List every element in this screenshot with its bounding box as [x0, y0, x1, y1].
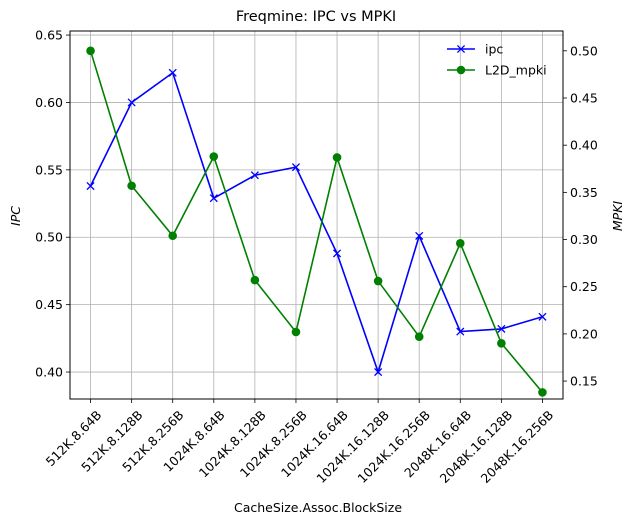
y-axis-title-right: MPKI: [610, 201, 625, 232]
y-right-tick-label: 0.20: [570, 326, 598, 341]
chart-title: Freqmine: IPC vs MPKI: [236, 9, 396, 25]
legend-marker-ipc: [456, 44, 466, 54]
grid: [70, 31, 563, 399]
legend: ipc L2D_mpki: [447, 42, 547, 78]
data-point-L2D_mpki: [373, 276, 383, 286]
y-left-tick-label: 0.60: [35, 95, 63, 110]
data-point-ipc: [291, 163, 301, 172]
legend-marker-L2D_mpki: [456, 65, 466, 75]
data-point-L2D_mpki: [414, 332, 424, 342]
data-point-ipc: [497, 324, 506, 333]
data-point-L2D_mpki: [86, 46, 95, 56]
data-point-ipc: [332, 249, 342, 258]
x-tick-label: 1024K.16.128B: [313, 407, 392, 486]
y-right-tick-label: 0.40: [570, 138, 598, 153]
data-point-ipc: [538, 312, 547, 321]
data-point-ipc: [374, 367, 383, 377]
x-tick-label: 1024K.16.256B: [354, 407, 433, 486]
data-point-L2D_mpki: [538, 388, 547, 397]
data-point-L2D_mpki: [291, 327, 301, 337]
data-point-L2D_mpki: [332, 153, 342, 162]
series-line-L2D_mpki: [89, 50, 544, 393]
series-layer: [86, 46, 547, 397]
y-left-tick-label: 0.55: [35, 162, 63, 177]
legend-label-ipc: ipc: [485, 42, 503, 57]
data-point-L2D_mpki: [250, 275, 260, 285]
data-point-L2D_mpki: [127, 181, 136, 191]
y-right-tick-label: 0.30: [570, 232, 598, 247]
data-point-L2D_mpki: [209, 152, 219, 161]
y-right-tick-label: 0.35: [570, 185, 598, 200]
y-left-tick-label: 0.65: [35, 28, 63, 43]
x-tick-label: 2048K.16.128B: [437, 407, 516, 486]
data-point-ipc: [127, 98, 136, 107]
y-left-tick-label: 0.45: [35, 297, 63, 312]
y-right-tick-label: 0.15: [570, 374, 598, 389]
x-axis-title: CacheSize.Assoc.BlockSize: [234, 500, 402, 515]
y-left-tick-label: 0.50: [35, 230, 63, 245]
series-line-ipc: [89, 71, 543, 375]
y-left-tick-label: 0.40: [35, 365, 63, 380]
y-right-tick-label: 0.45: [570, 90, 598, 105]
data-point-ipc: [250, 171, 259, 180]
data-point-ipc: [415, 231, 424, 240]
y-right-tick-label: 0.50: [570, 43, 598, 58]
data-point-ipc: [86, 181, 95, 191]
plot-frame: [69, 30, 564, 400]
legend-label-L2D_mpki: L2D_mpki: [485, 63, 547, 78]
data-point-ipc: [456, 327, 465, 336]
data-point-ipc: [209, 194, 218, 203]
y-axis-title-left: IPC: [8, 206, 23, 226]
y-right-tick-label: 0.25: [570, 279, 598, 294]
x-tick-label: 2048K.16.256B: [478, 407, 557, 486]
data-point-L2D_mpki: [168, 231, 178, 241]
data-point-L2D_mpki: [497, 339, 506, 348]
data-point-L2D_mpki: [455, 239, 465, 248]
axes: 512K.8.64B512K.8.128B512K.8.256B1024K.8.…: [35, 28, 598, 486]
data-point-ipc: [168, 68, 177, 77]
